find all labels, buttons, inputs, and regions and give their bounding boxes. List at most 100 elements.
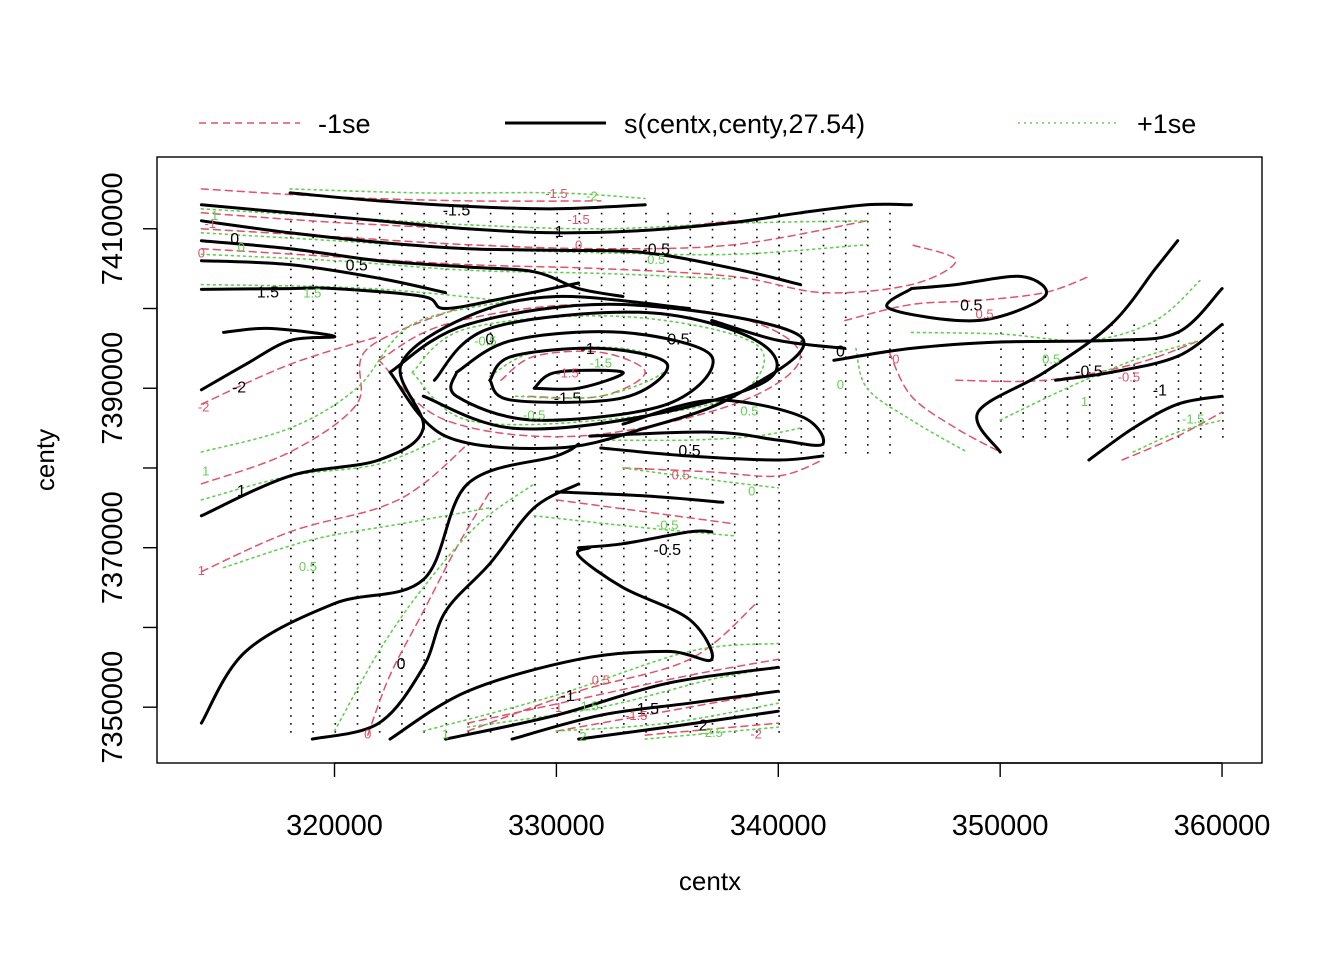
grid-point [1222, 388, 1224, 390]
grid-point [378, 715, 381, 717]
grid-point [423, 699, 425, 701]
grid-point [711, 308, 714, 311]
grid-point [512, 547, 514, 550]
grid-point [334, 715, 337, 717]
contour-label: 0 [892, 352, 899, 367]
grid-point [889, 372, 891, 374]
grid-point [378, 547, 381, 550]
grid-point [312, 595, 314, 598]
grid-point [800, 340, 803, 342]
grid-point [401, 396, 403, 398]
grid-point [401, 675, 403, 677]
contour-label: 1.5 [581, 699, 599, 714]
grid-point [623, 691, 625, 693]
grid-point [467, 579, 470, 582]
grid-point [423, 595, 425, 598]
grid-point [534, 236, 536, 239]
grid-point [356, 483, 359, 486]
grid-point [889, 348, 891, 350]
grid-point [1155, 428, 1158, 430]
grid-point [1133, 340, 1135, 342]
grid-point [445, 475, 448, 478]
grid-point [334, 699, 337, 701]
grid-point [623, 723, 625, 725]
grid-point [756, 611, 758, 614]
grid-point [467, 659, 470, 661]
grid-point [356, 555, 359, 558]
grid-point [689, 643, 692, 645]
grid-point [489, 340, 492, 342]
grid-point [312, 356, 314, 358]
grid-point [800, 316, 803, 319]
grid-point [401, 404, 403, 406]
grid-point [600, 468, 603, 470]
grid-point [401, 659, 403, 661]
grid-point [733, 364, 736, 366]
grid-point [667, 611, 669, 614]
grid-point [467, 611, 470, 614]
grid-point [423, 515, 425, 518]
grid-point [401, 420, 403, 422]
grid-point [334, 547, 337, 550]
grid-point [556, 212, 558, 215]
grid-point [356, 707, 359, 709]
grid-point [290, 300, 292, 303]
grid-point [401, 555, 403, 558]
grid-point [778, 491, 780, 494]
grid-point [689, 252, 692, 255]
grid-point [334, 340, 337, 342]
grid-point [667, 236, 669, 239]
grid-point [645, 404, 647, 406]
grid-point [423, 436, 425, 438]
grid-point [733, 475, 736, 478]
grid-point [401, 284, 403, 287]
grid-point [334, 691, 337, 693]
grid-point [467, 460, 470, 462]
grid-point [733, 499, 736, 502]
grid-point [534, 523, 536, 526]
grid-point [489, 364, 492, 366]
grid-point [423, 571, 425, 574]
grid-point [578, 571, 581, 574]
grid-point [600, 651, 603, 653]
grid-point [822, 396, 825, 398]
grid-point [534, 444, 536, 446]
grid-point [623, 483, 625, 486]
grid-point [556, 579, 558, 582]
grid-point [467, 420, 470, 422]
grid-point [512, 292, 514, 295]
grid-point [489, 595, 492, 598]
grid-point [401, 428, 403, 430]
grid-point [334, 460, 337, 462]
grid-point [1044, 356, 1047, 358]
grid-point [800, 356, 803, 358]
grid-point [645, 300, 647, 303]
grid-point [1177, 372, 1180, 374]
grid-point [1222, 428, 1224, 430]
grid-point [733, 428, 736, 430]
grid-point [1155, 420, 1158, 422]
grid-point [600, 420, 603, 422]
grid-point [778, 507, 780, 510]
grid-point [334, 675, 337, 677]
grid-point [423, 300, 425, 303]
grid-point [467, 651, 470, 653]
grid-point [423, 380, 425, 382]
contour-line [199, 326, 337, 392]
grid-point [800, 300, 803, 303]
grid-point [556, 675, 558, 677]
grid-point [378, 483, 381, 486]
grid-point [312, 404, 314, 406]
contour-label: -1.5 [625, 708, 647, 723]
grid-point [556, 619, 558, 622]
grid-point [778, 212, 780, 215]
grid-point [822, 284, 825, 287]
grid-point [1022, 332, 1024, 334]
grid-point [689, 707, 692, 709]
grid-point [778, 635, 780, 637]
grid-point [867, 348, 869, 350]
grid-point [312, 731, 314, 733]
grid-point [512, 212, 514, 215]
grid-point [467, 555, 470, 558]
grid-point [334, 707, 337, 709]
